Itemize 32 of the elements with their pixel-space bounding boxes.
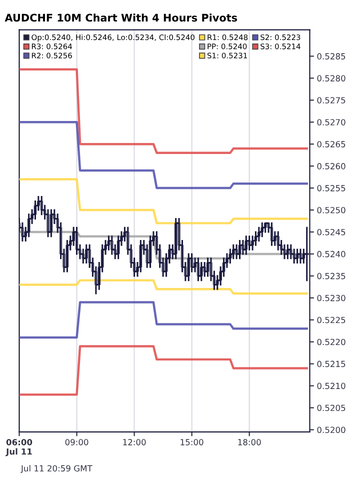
line-series bbox=[19, 230, 308, 260]
y-tick-label: 0.5285 bbox=[317, 53, 346, 60]
y-tick-label: 0.5265 bbox=[317, 141, 346, 148]
y-tick-label: 0.5210 bbox=[317, 382, 346, 390]
y-tick-label: 0.5245 bbox=[317, 228, 346, 236]
x-tick-label: 12:00 bbox=[123, 439, 146, 446]
y-tick-label: 0.5250 bbox=[317, 206, 346, 214]
x-tick-label: 06:00 Jul 11 bbox=[6, 439, 32, 456]
y-tick-label: 0.5235 bbox=[317, 272, 346, 280]
line-series bbox=[19, 121, 308, 190]
y-tick-label: 0.5260 bbox=[317, 163, 346, 170]
x-tick-label: 18:00 bbox=[238, 439, 261, 446]
line-series bbox=[19, 345, 308, 396]
y-tick-label: 0.5255 bbox=[317, 185, 346, 192]
y-tick-label: 0.5270 bbox=[317, 119, 346, 126]
line-series bbox=[19, 301, 308, 339]
line-series bbox=[19, 68, 308, 154]
chart-title: AUDCHF 10M Chart With 4 Hours Pivots bbox=[4, 14, 238, 22]
y-tick-label: 0.5275 bbox=[317, 97, 346, 104]
y-tick-label: 0.5220 bbox=[317, 338, 346, 346]
y-tick-label: 0.5205 bbox=[317, 404, 346, 412]
text: Jul 11 20:59 GMT bbox=[20, 465, 92, 474]
y-tick-label: 0.5215 bbox=[317, 360, 346, 368]
x-tick-label: 15:00 bbox=[180, 439, 204, 446]
y-tick-label: 0.5280 bbox=[317, 75, 346, 82]
y-tick-label: 0.5200 bbox=[317, 426, 346, 434]
line-series bbox=[19, 178, 308, 224]
y-tick-label: 0.5225 bbox=[317, 316, 346, 324]
x-tick-label: 09:00 bbox=[65, 439, 88, 446]
line-series bbox=[19, 279, 308, 295]
y-tick-label: 0.5230 bbox=[317, 294, 346, 302]
y-tick-label: 0.5240 bbox=[317, 250, 346, 258]
